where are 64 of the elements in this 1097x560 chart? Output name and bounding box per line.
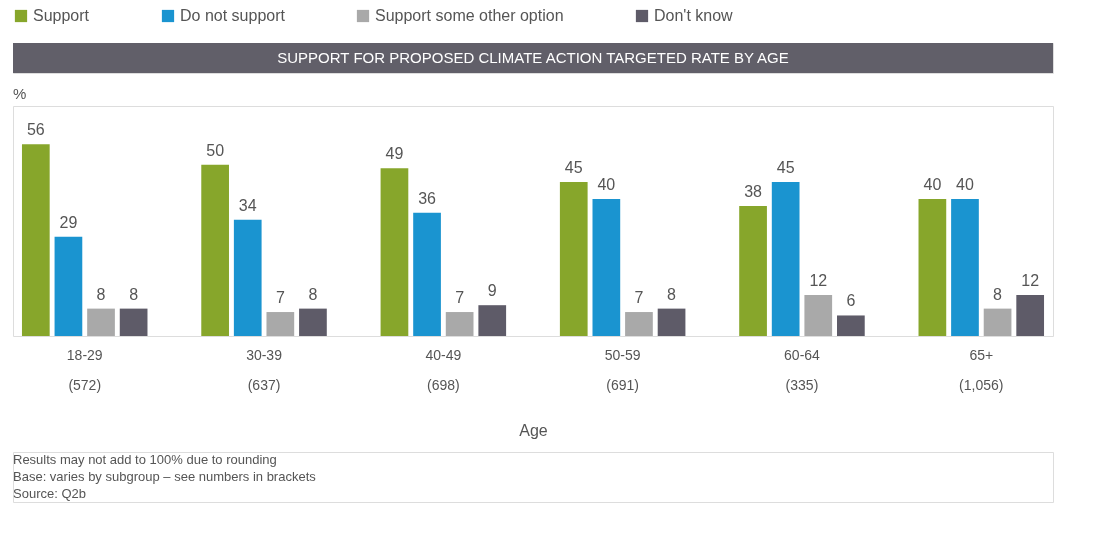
- data-label: 8: [993, 285, 1003, 303]
- bar: [266, 312, 295, 336]
- data-label: 56: [26, 121, 45, 139]
- bar: [299, 308, 327, 336]
- bar: [625, 312, 653, 336]
- text: Results may not add to 100% due to rounding: [13, 452, 277, 468]
- bar: [559, 181, 588, 336]
- bar: [739, 205, 767, 336]
- data-label: 9: [487, 282, 497, 300]
- data-label: 6: [846, 292, 856, 310]
- data-label: 36: [418, 189, 437, 207]
- data-label: 8: [96, 285, 106, 303]
- data-label: 38: [744, 182, 763, 200]
- text: Base: varies by subgroup – see numbers in brackets: [13, 469, 317, 484]
- data-label: 7: [634, 289, 644, 307]
- bar: [21, 144, 50, 336]
- data-label: 40: [923, 176, 942, 194]
- data-label: 7: [275, 289, 285, 307]
- data-label: 49: [385, 145, 404, 163]
- bar: [983, 308, 1012, 336]
- bar: [119, 308, 148, 336]
- data-label: 40: [597, 176, 616, 194]
- source-note: Source: Q2b: [13, 485, 86, 501]
- x-tick-label: 18-29 (572): [66, 346, 103, 393]
- bar: [413, 212, 441, 336]
- chart-title: SUPPORT FOR PROPOSED CLIMATE ACTION TARGETED RATE BY AGE: [277, 49, 789, 66]
- bar: [837, 315, 865, 336]
- x-tick-label: 65+ (1,056): [959, 346, 1004, 393]
- legend-label: Do not support: [180, 7, 286, 24]
- legend-label: Support: [33, 7, 90, 24]
- bar: [87, 308, 115, 336]
- x-tick-label: 30-39 (637): [246, 346, 283, 393]
- bar: [380, 168, 409, 336]
- legend-label: Don't know: [654, 7, 734, 24]
- x-tick-label: 40-49 (698): [425, 346, 462, 393]
- data-label: 8: [667, 285, 677, 303]
- bar: [771, 181, 800, 336]
- bar: [445, 312, 474, 336]
- x-axis-title: Age: [519, 421, 548, 439]
- bar: [592, 199, 621, 336]
- bar: [54, 236, 83, 336]
- x-tick-label: 60-64 (335): [784, 346, 821, 393]
- data-label: 34: [238, 196, 257, 214]
- data-label: 8: [129, 285, 139, 303]
- bar: [201, 164, 229, 336]
- data-label: 12: [809, 271, 828, 289]
- data-label: 45: [564, 158, 583, 176]
- legend-label: Support some other option: [375, 7, 564, 24]
- bar: [918, 199, 947, 336]
- data-label: 40: [956, 176, 974, 194]
- bar: [233, 219, 262, 336]
- data-label: 50: [206, 141, 225, 159]
- data-label: 12: [1021, 271, 1040, 289]
- data-label: 7: [455, 289, 465, 307]
- bar: [804, 294, 833, 336]
- x-tick-label: 50-59 (691): [604, 346, 641, 393]
- bar: [657, 308, 686, 336]
- data-label: 45: [776, 158, 795, 176]
- data-label: 8: [308, 285, 318, 303]
- bar: [478, 305, 507, 336]
- y-axis-title: %: [13, 85, 27, 102]
- data-label: 29: [59, 213, 78, 231]
- bar: [951, 199, 979, 336]
- bar: [1016, 294, 1045, 336]
